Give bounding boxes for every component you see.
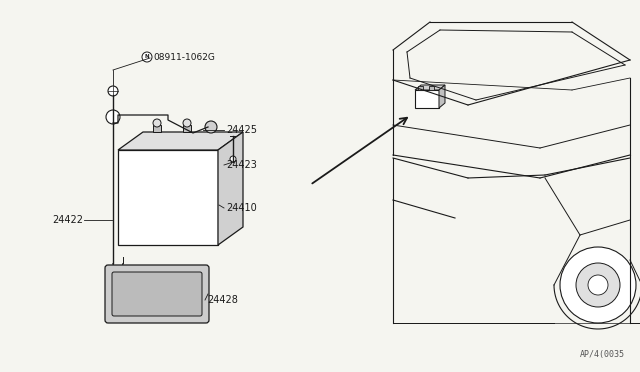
Circle shape bbox=[153, 119, 161, 127]
Bar bbox=[415, 90, 439, 108]
Text: 24425: 24425 bbox=[226, 125, 257, 135]
Bar bbox=[118, 150, 218, 245]
Bar bbox=[183, 125, 191, 132]
Circle shape bbox=[142, 52, 152, 62]
Circle shape bbox=[108, 86, 118, 96]
Polygon shape bbox=[439, 85, 445, 108]
Circle shape bbox=[183, 119, 191, 127]
Text: 24423: 24423 bbox=[226, 160, 257, 170]
Circle shape bbox=[576, 263, 620, 307]
Text: 24422: 24422 bbox=[52, 215, 83, 225]
Text: 24410: 24410 bbox=[226, 203, 257, 213]
Circle shape bbox=[560, 247, 636, 323]
Polygon shape bbox=[118, 132, 243, 150]
Circle shape bbox=[106, 110, 120, 124]
Circle shape bbox=[205, 121, 217, 133]
FancyBboxPatch shape bbox=[112, 272, 202, 316]
FancyBboxPatch shape bbox=[105, 265, 209, 323]
Circle shape bbox=[588, 275, 608, 295]
Polygon shape bbox=[415, 85, 445, 90]
Text: 24428: 24428 bbox=[207, 295, 238, 305]
Text: 08911-1062G: 08911-1062G bbox=[153, 52, 215, 61]
Bar bbox=[418, 86, 423, 90]
Bar bbox=[153, 125, 161, 132]
Text: N: N bbox=[145, 55, 149, 60]
Circle shape bbox=[230, 156, 236, 162]
Bar bbox=[429, 86, 434, 90]
Text: AP/4(0035: AP/4(0035 bbox=[580, 350, 625, 359]
Polygon shape bbox=[218, 132, 243, 245]
